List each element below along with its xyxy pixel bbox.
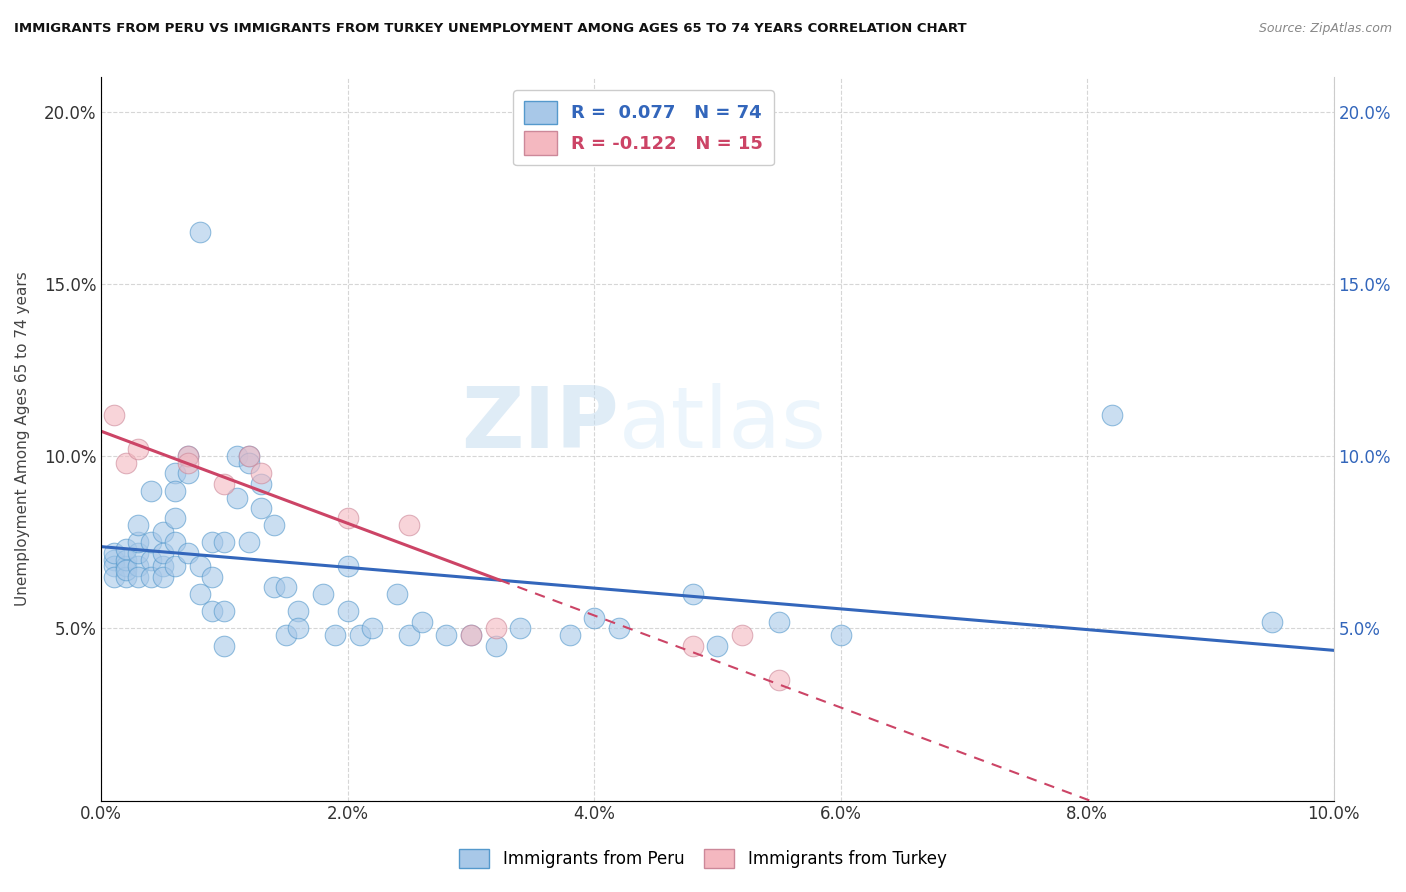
Point	[706, 639, 728, 653]
Point	[225, 449, 247, 463]
Legend: R =  0.077   N = 74, R = -0.122   N = 15: R = 0.077 N = 74, R = -0.122 N = 15	[513, 90, 773, 165]
Point	[238, 456, 260, 470]
Point	[165, 559, 187, 574]
Point	[115, 563, 138, 577]
Point	[214, 535, 236, 549]
Point	[434, 628, 457, 642]
Point	[607, 622, 630, 636]
Point	[152, 524, 174, 539]
Point	[336, 559, 359, 574]
Point	[152, 546, 174, 560]
Point	[349, 628, 371, 642]
Point	[682, 587, 704, 601]
Text: IMMIGRANTS FROM PERU VS IMMIGRANTS FROM TURKEY UNEMPLOYMENT AMONG AGES 65 TO 74 : IMMIGRANTS FROM PERU VS IMMIGRANTS FROM …	[14, 22, 967, 36]
Point	[460, 628, 482, 642]
Point	[238, 449, 260, 463]
Point	[127, 535, 149, 549]
Point	[312, 587, 335, 601]
Point	[188, 226, 211, 240]
Point	[127, 442, 149, 457]
Point	[830, 628, 852, 642]
Point	[176, 467, 198, 481]
Point	[509, 622, 531, 636]
Point	[139, 552, 162, 566]
Point	[139, 483, 162, 498]
Point	[115, 552, 138, 566]
Point	[188, 587, 211, 601]
Point	[398, 518, 420, 533]
Point	[115, 559, 138, 574]
Point	[152, 559, 174, 574]
Point	[127, 518, 149, 533]
Point	[139, 535, 162, 549]
Point	[238, 449, 260, 463]
Point	[558, 628, 581, 642]
Point	[214, 639, 236, 653]
Point	[398, 628, 420, 642]
Point	[103, 559, 125, 574]
Point	[274, 628, 297, 642]
Point	[768, 615, 790, 629]
Point	[325, 628, 347, 642]
Point	[411, 615, 433, 629]
Point	[225, 491, 247, 505]
Point	[115, 570, 138, 584]
Point	[336, 511, 359, 525]
Point	[165, 511, 187, 525]
Text: Source: ZipAtlas.com: Source: ZipAtlas.com	[1258, 22, 1392, 36]
Point	[484, 639, 506, 653]
Point	[176, 449, 198, 463]
Point	[103, 546, 125, 560]
Point	[127, 546, 149, 560]
Point	[583, 611, 606, 625]
Y-axis label: Unemployment Among Ages 65 to 74 years: Unemployment Among Ages 65 to 74 years	[15, 272, 30, 607]
Point	[287, 622, 309, 636]
Point	[152, 570, 174, 584]
Point	[263, 518, 285, 533]
Point	[188, 559, 211, 574]
Point	[127, 559, 149, 574]
Point	[460, 628, 482, 642]
Point	[263, 580, 285, 594]
Point	[176, 456, 198, 470]
Point	[201, 535, 224, 549]
Point	[361, 622, 384, 636]
Point	[682, 639, 704, 653]
Point	[214, 476, 236, 491]
Point	[201, 570, 224, 584]
Point	[336, 604, 359, 618]
Point	[250, 500, 273, 515]
Text: ZIP: ZIP	[461, 383, 619, 466]
Point	[238, 535, 260, 549]
Point	[214, 604, 236, 618]
Point	[274, 580, 297, 594]
Point	[165, 535, 187, 549]
Point	[176, 546, 198, 560]
Text: atlas: atlas	[619, 383, 827, 466]
Point	[287, 604, 309, 618]
Point	[250, 476, 273, 491]
Point	[103, 552, 125, 566]
Legend: Immigrants from Peru, Immigrants from Turkey: Immigrants from Peru, Immigrants from Tu…	[453, 842, 953, 875]
Point	[1101, 408, 1123, 422]
Point	[115, 542, 138, 557]
Point	[176, 449, 198, 463]
Point	[115, 456, 138, 470]
Point	[484, 622, 506, 636]
Point	[165, 467, 187, 481]
Point	[1261, 615, 1284, 629]
Point	[385, 587, 408, 601]
Point	[165, 483, 187, 498]
Point	[768, 673, 790, 687]
Point	[127, 570, 149, 584]
Point	[731, 628, 754, 642]
Point	[103, 570, 125, 584]
Point	[103, 408, 125, 422]
Point	[250, 467, 273, 481]
Point	[201, 604, 224, 618]
Point	[139, 570, 162, 584]
